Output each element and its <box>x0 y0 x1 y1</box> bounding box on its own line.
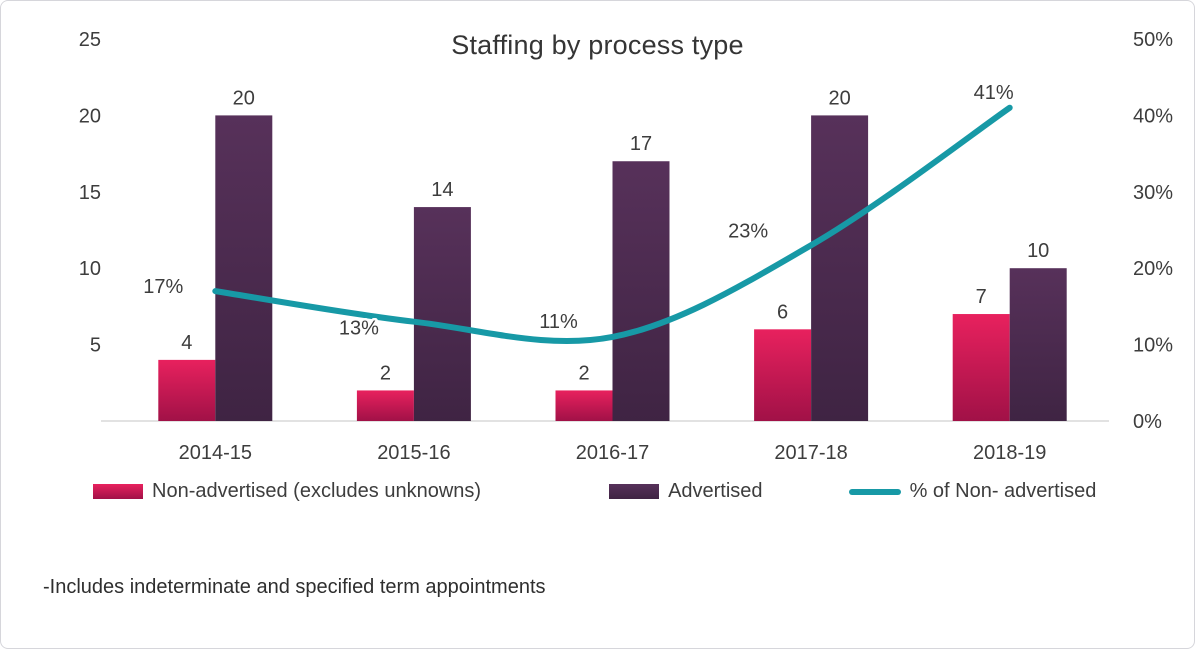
legend-item-percent-line: % of Non- advertised <box>848 480 1097 503</box>
bar-data-label: 2 <box>380 362 391 384</box>
bar-non-advertised <box>158 359 216 421</box>
chart-title: Staffing by process type <box>451 30 744 60</box>
bar-data-label: 17 <box>630 133 652 155</box>
bar-data-label: 7 <box>976 286 987 308</box>
category-label: 2016-17 <box>576 442 649 464</box>
right-axis-tick: 30% <box>1133 182 1173 204</box>
line-data-label: 11% <box>539 311 578 333</box>
bar-advertised <box>612 161 670 422</box>
right-axis-tick: 10% <box>1133 335 1173 357</box>
legend-swatch-non-advertised <box>93 484 143 499</box>
right-axis-tick: 50% <box>1133 29 1173 51</box>
bar-advertised <box>215 115 273 422</box>
legend-item-non-advertised: Non-advertised (excludes unknowns) <box>93 480 481 503</box>
legend-swatch-percent-line <box>848 488 901 495</box>
bar-non-advertised <box>356 390 414 421</box>
legend-swatch-advertised <box>609 484 660 499</box>
footnotes: -Includes indeterminate and specified te… <box>43 522 985 648</box>
left-axis-tick: 25 <box>79 29 101 51</box>
left-axis-tick: 5 <box>90 335 101 357</box>
left-axis-tick: 10 <box>79 258 101 280</box>
right-axis-tick: 0% <box>1133 411 1162 433</box>
category-label: 2015-16 <box>377 442 450 464</box>
line-data-label: 41% <box>974 82 1014 104</box>
bar-data-label: 6 <box>777 301 788 323</box>
bar-data-label: 2 <box>578 362 589 384</box>
bar-advertised <box>413 207 471 421</box>
category-label: 2018-19 <box>973 442 1046 464</box>
bar-advertised <box>811 115 869 422</box>
right-axis-tick: 40% <box>1133 105 1173 127</box>
chart-legend: Non-advertised (excludes unknowns) Adver… <box>93 480 1096 503</box>
line-data-label: 13% <box>339 318 379 340</box>
line-data-label: 17% <box>143 276 183 298</box>
legend-label-percent-line: % of Non- advertised <box>909 480 1097 502</box>
footnote-line-1: -Includes indeterminate and specified te… <box>43 576 546 598</box>
bar-data-label: 14 <box>431 179 453 201</box>
chart-plot: 25 20 15 10 5 50% 40% 30% 20% 10% 0% 2014-15 2015-16… <box>79 29 1173 464</box>
percent-line <box>212 104 1013 344</box>
legend-label-advertised: Advertised <box>668 480 763 502</box>
bar-data-label: 20 <box>233 87 255 109</box>
legend-label-non-advertised: Non-advertised (excludes unknowns) <box>152 480 482 502</box>
bar-non-advertised <box>754 329 812 421</box>
left-axis-tick: 15 <box>79 182 101 204</box>
bar-advertised <box>1009 268 1067 421</box>
line-data-label: 23% <box>728 220 768 242</box>
bar-data-label: 10 <box>1027 240 1049 262</box>
category-label: 2014-15 <box>179 442 252 464</box>
bar-non-advertised <box>555 390 613 421</box>
category-label: 2017-18 <box>774 442 847 464</box>
legend-item-advertised: Advertised <box>609 480 763 503</box>
bar-data-label: 20 <box>828 87 850 109</box>
bar-data-label: 4 <box>181 332 192 354</box>
right-axis-tick: 20% <box>1133 258 1173 280</box>
bar-non-advertised <box>952 314 1010 421</box>
left-axis-tick: 20 <box>79 105 101 127</box>
